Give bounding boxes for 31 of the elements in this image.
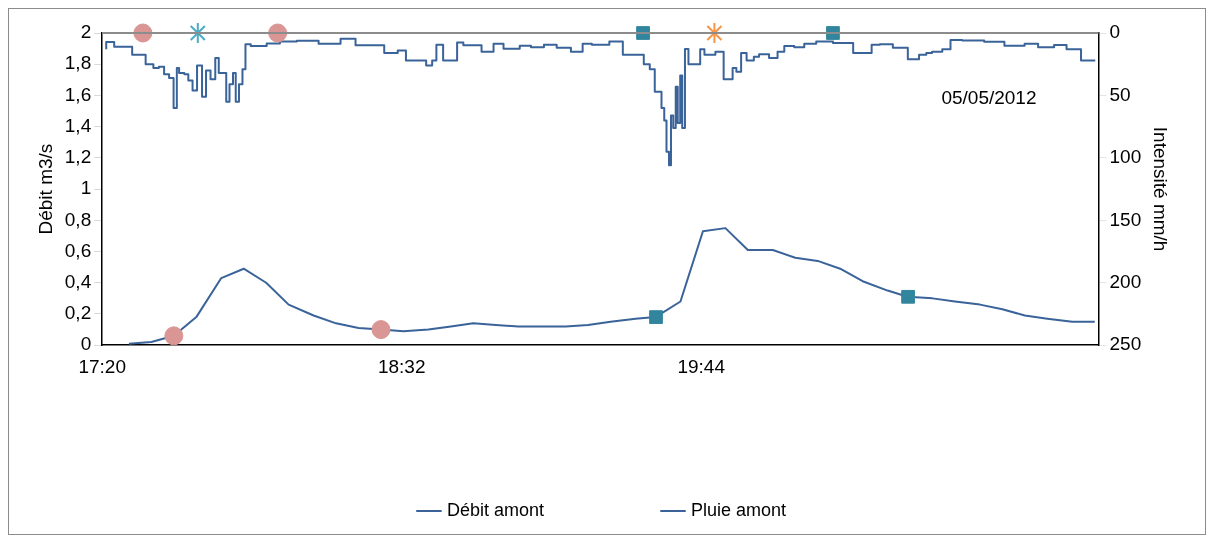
point xyxy=(636,26,650,40)
x-tick-label: 17:20 xyxy=(78,355,126,377)
y2-tick-label: 0 xyxy=(1109,21,1121,43)
annotation: 05/05/2012 xyxy=(941,86,1037,108)
y-tick-label: 2 xyxy=(80,21,92,43)
y-tick-label: 0,2 xyxy=(64,302,92,324)
y-tick-label: 1,6 xyxy=(64,83,92,105)
y2-tick-label: 50 xyxy=(1109,83,1131,105)
y-tick-label: 0,6 xyxy=(64,239,92,261)
point xyxy=(649,310,663,324)
y-axis-title: Débit m3/s xyxy=(34,143,56,235)
y-tick-label: 0,8 xyxy=(64,208,92,230)
legend-label: Pluie amont xyxy=(691,499,787,520)
y-tick-label: 1,4 xyxy=(64,114,92,136)
y-tick-label: 1,8 xyxy=(64,52,92,74)
x-tick-label: 18:32 xyxy=(377,355,426,377)
y-tick-label: 0,4 xyxy=(64,270,92,292)
y2-axis-title: Intensité mm/h xyxy=(1150,126,1172,252)
y-tick-label: 1,2 xyxy=(64,146,92,168)
point xyxy=(371,320,391,340)
y2-tick-label: 100 xyxy=(1109,146,1142,168)
y2-tick-label: 250 xyxy=(1109,333,1142,355)
x-tick-label: 19:44 xyxy=(677,355,726,377)
y2-tick-label: 150 xyxy=(1109,208,1142,230)
point xyxy=(826,26,840,40)
point xyxy=(164,326,184,346)
point xyxy=(901,289,915,304)
legend-label: Débit amont xyxy=(446,499,545,520)
y-tick-label: 1 xyxy=(80,177,92,199)
y2-tick-label: 200 xyxy=(1109,270,1142,292)
y-tick-label: 0 xyxy=(80,333,92,355)
